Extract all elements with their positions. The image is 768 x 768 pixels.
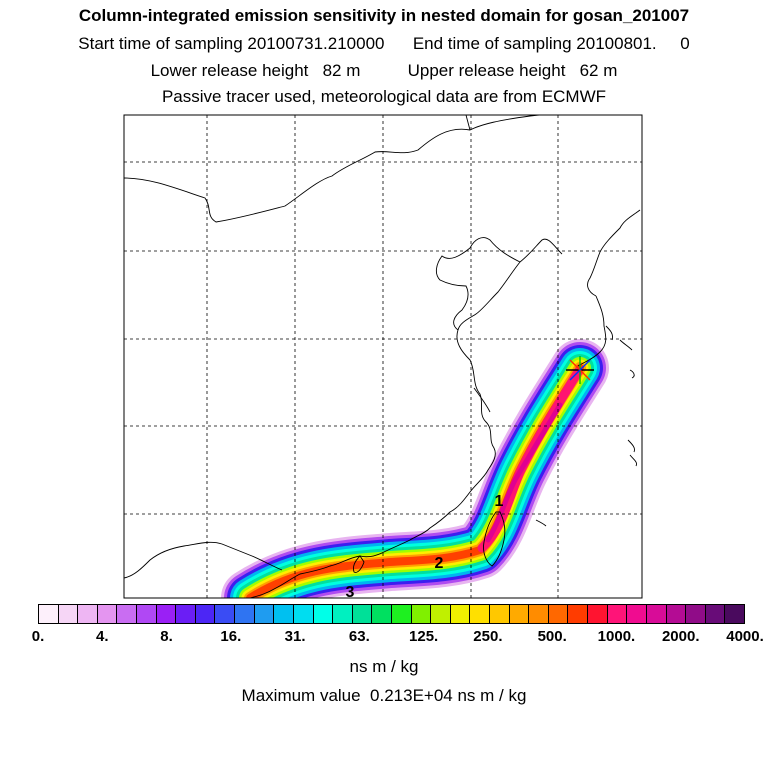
colorbar-cell (274, 605, 294, 623)
colorbar-cell (588, 605, 608, 623)
colorbar-tick-label: 31. (284, 628, 306, 645)
colorbar-cell (97, 605, 118, 623)
colorbar-cell (293, 605, 314, 623)
marker-label-3: 3 (346, 584, 355, 601)
colorbar-cell (666, 605, 687, 623)
colorbar-cell (333, 605, 353, 623)
colorbar-cell (686, 605, 706, 623)
emission-sensitivity-plume (221, 339, 609, 598)
colorbar-cell (646, 605, 667, 623)
colorbar-cell (313, 605, 334, 623)
release-heights: Lower release height 82 m Upper release … (0, 61, 768, 81)
colorbar-tick-label: 250. (473, 628, 503, 645)
max-value-label: Maximum value 0.213E+04 ns m / kg (241, 686, 527, 705)
start-time-label: Start time of sampling 20100731.210000 (78, 34, 385, 53)
colorbar-cell (705, 605, 726, 623)
sampling-times: Start time of sampling 20100731.210000 E… (0, 34, 768, 54)
colorbar-cell (372, 605, 392, 623)
colorbar-cell (470, 605, 491, 623)
units-label: ns m / kg (349, 657, 419, 676)
star-marker-icon (566, 356, 594, 384)
colorbar (38, 604, 745, 624)
colorbar-cell (195, 605, 216, 623)
end-time-label: End time of sampling 20100801. 0 (412, 34, 690, 53)
colorbar-tick-label: 16. (220, 628, 242, 645)
coastlines (124, 115, 641, 598)
plume-band-11 (485, 402, 563, 543)
colorbar-cell (627, 605, 647, 623)
colorbar-cell (176, 605, 196, 623)
colorbar-cell (254, 605, 275, 623)
marker-label-2: 2 (435, 555, 444, 572)
colorbar-cell (117, 605, 138, 623)
colorbar-cell (529, 605, 549, 623)
colorbar-cell (78, 605, 98, 623)
colorbar-tick-label: 8. (160, 628, 173, 645)
colorbar-cell (235, 605, 255, 623)
colorbar-cell (411, 605, 432, 623)
colorbar-tick-label: 63. (348, 628, 370, 645)
colorbar-tick-label: 0. (31, 628, 45, 645)
colorbar-cell (58, 605, 79, 623)
graticule (124, 115, 642, 598)
colorbar-cell (548, 605, 569, 623)
colorbar-cell (391, 605, 412, 623)
colorbar-cell (509, 605, 530, 623)
colorbar-tick-label: 4000. (726, 628, 764, 645)
colorbar-cell (352, 605, 373, 623)
colorbar-tick-label: 4. (96, 628, 109, 645)
colorbar-tick-label: 500. (537, 628, 567, 645)
marker-label-1: 1 (495, 493, 504, 510)
colorbar-cell (568, 605, 589, 623)
colorbar-cell (725, 605, 744, 623)
colorbar-cell (450, 605, 471, 623)
colorbar-cell (215, 605, 236, 623)
colorbar-cell (137, 605, 157, 623)
map-frame (123, 114, 643, 599)
colorbar-cell (39, 605, 59, 623)
colorbar-tick-label: 1000. (597, 628, 636, 645)
lower-height-label: Lower release height 82 m (150, 61, 361, 80)
colorbar-cell (156, 605, 177, 623)
colorbar-tick-label: 2000. (661, 628, 700, 645)
upper-height-label: Upper release height 62 m (407, 61, 618, 80)
plot-title: Column-integrated emission sensitivity i… (78, 6, 690, 25)
colorbar-tick-label: 125. (409, 628, 439, 645)
colorbar-cell (607, 605, 628, 623)
colorbar-cell (490, 605, 510, 623)
tracer-info: Passive tracer used, meteorological data… (161, 87, 607, 106)
colorbar-cell (431, 605, 451, 623)
